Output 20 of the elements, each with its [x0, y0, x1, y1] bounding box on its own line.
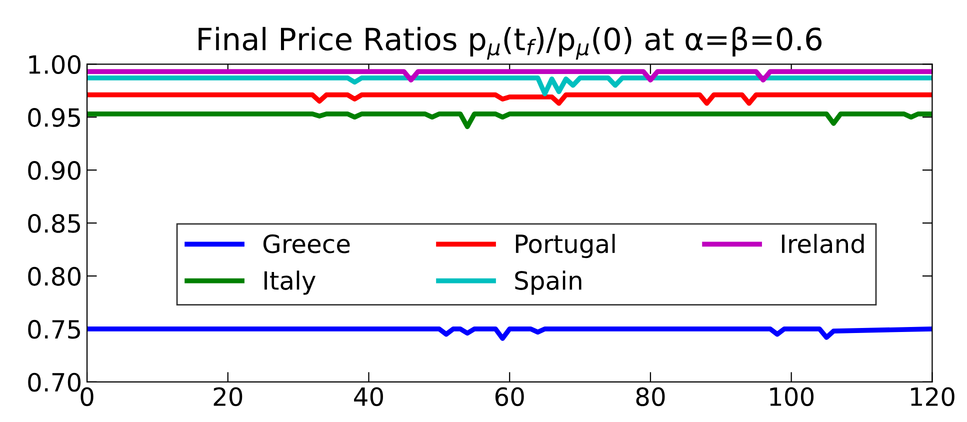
y-tick-label: 0.70 [28, 372, 81, 392]
chart-title: Final Price Ratios p$_{μ}$(t$_{f}$)/p$_{μ}$(0) at α=β=0.6 [198, 26, 822, 60]
x-tick-label: 80 [636, 387, 665, 406]
y-tick-label: 0.75 [28, 320, 80, 339]
y-tick-label: 0.85 [28, 214, 80, 233]
x-tick-label: 60 [495, 387, 524, 406]
x-tick-label: 40 [354, 387, 383, 406]
legend-label: Ireland [782, 234, 864, 254]
y-tick-label: 0.80 [28, 266, 81, 286]
x-tick-label: 0 [80, 387, 94, 406]
legend-label: Italy [264, 270, 316, 295]
y-tick-label: 1.00 [29, 55, 81, 74]
x-tick-label: 100 [770, 387, 814, 406]
legend-label: Portugal [516, 234, 615, 258]
x-tick-label: 120 [911, 387, 954, 406]
y-tick-label: 0.95 [28, 108, 80, 127]
x-tick-label: 20 [214, 387, 242, 406]
legend-label: Spain [515, 270, 582, 295]
y-tick-label: 0.90 [28, 161, 81, 180]
legend-label: Greece [263, 234, 350, 254]
